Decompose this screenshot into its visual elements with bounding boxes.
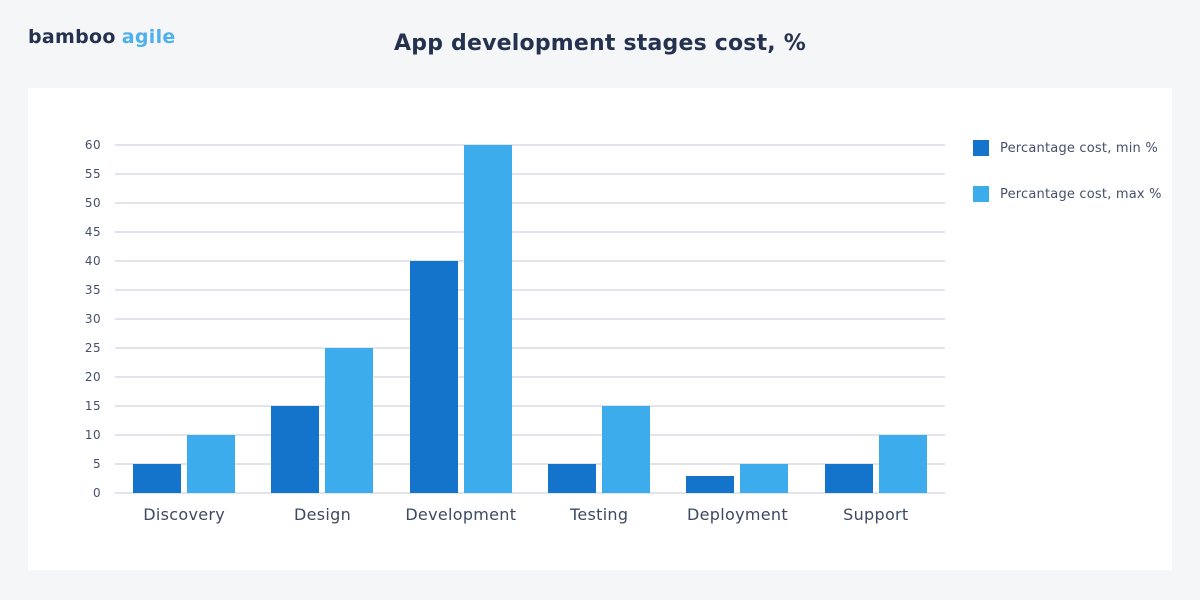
bar-max-testing (602, 406, 651, 493)
bar-group-discovery (115, 145, 253, 493)
y-axis-tick-label-5: 5 (92, 457, 101, 471)
y-axis-tick-label-0: 0 (92, 486, 101, 500)
y-axis-tick-label-55: 55 (84, 167, 101, 181)
bar-min-discovery (133, 464, 182, 493)
gridline-0 (115, 492, 945, 494)
legend-swatch-min-icon (973, 140, 989, 156)
bar-max-discovery (187, 435, 236, 493)
legend: Percantage cost, min % Percantage cost, m… (973, 140, 1162, 202)
gridline-55 (115, 173, 945, 175)
y-axis-tick-label-20: 20 (84, 370, 101, 384)
x-axis-label-discovery: Discovery (143, 505, 226, 524)
gridline-20 (115, 376, 945, 378)
y-axis-tick-label-45: 45 (84, 225, 101, 239)
logo-text-agile: agile (121, 26, 176, 48)
legend-item-max: Percantage cost, max % (973, 186, 1162, 202)
gridline-25 (115, 347, 945, 349)
gridline-30 (115, 318, 945, 320)
y-axis-tick-label-10: 10 (84, 428, 101, 442)
gridline-10 (115, 434, 945, 436)
gridline-60 (115, 144, 945, 146)
bar-max-support (878, 435, 927, 493)
y-axis-tick-label-35: 35 (84, 283, 101, 297)
gridline-35 (115, 289, 945, 291)
header: bamboo agile App development stages cost,… (0, 0, 1200, 88)
bar-group-deployment (668, 145, 806, 493)
bar-max-development (463, 145, 512, 493)
page-title: App development stages cost, % (394, 31, 806, 56)
x-axis-label-development: Development (405, 505, 517, 524)
gridline-45 (115, 231, 945, 233)
bar-min-development (409, 261, 458, 493)
x-axis-label-design: Design (293, 505, 352, 524)
legend-label-max: Percantage cost, max % (1000, 186, 1162, 202)
plot-area: 0 5 10 15 20 25 30 35 40 45 50 55 60 Discovery Design D… (85, 138, 945, 524)
bar-min-testing (548, 464, 597, 493)
bar-min-support (824, 464, 873, 493)
bar-group-design (253, 145, 391, 493)
logo-text-bamboo: bamboo (28, 26, 116, 48)
x-axis-label-testing: Testing (569, 505, 629, 524)
y-axis-tick-label-40: 40 (84, 254, 101, 268)
gridline-50 (115, 202, 945, 204)
gridline-40 (115, 260, 945, 262)
gridline-5 (115, 463, 945, 465)
y-axis-tick-label-30: 30 (84, 312, 101, 326)
legend-label-min: Percantage cost, min % (1000, 140, 1158, 156)
y-axis-tick-label-25: 25 (84, 341, 101, 355)
y-axis-tick-label-15: 15 (84, 399, 101, 413)
x-axis-label-deployment: Deployment (687, 505, 788, 524)
y-axis-tick-label-60: 60 (84, 138, 101, 152)
x-axis-label-support: Support (843, 505, 909, 524)
bar-group-testing (530, 145, 668, 493)
bar-group-support (807, 145, 945, 493)
legend-swatch-max-icon (973, 186, 989, 202)
bar-max-deployment (740, 464, 789, 493)
y-axis-tick-label-50: 50 (84, 196, 101, 210)
bar-min-design (271, 406, 320, 493)
bar-max-design (325, 348, 374, 493)
bar-min-deployment (686, 475, 735, 493)
bar-group-development (392, 145, 530, 493)
chart-card: 0 5 10 15 20 25 30 35 40 45 50 55 60 Discovery Design D… (28, 88, 1172, 570)
app-logo: bamboo agile (28, 26, 176, 48)
gridline-15 (115, 405, 945, 407)
legend-item-min: Percantage cost, min % (973, 140, 1162, 156)
